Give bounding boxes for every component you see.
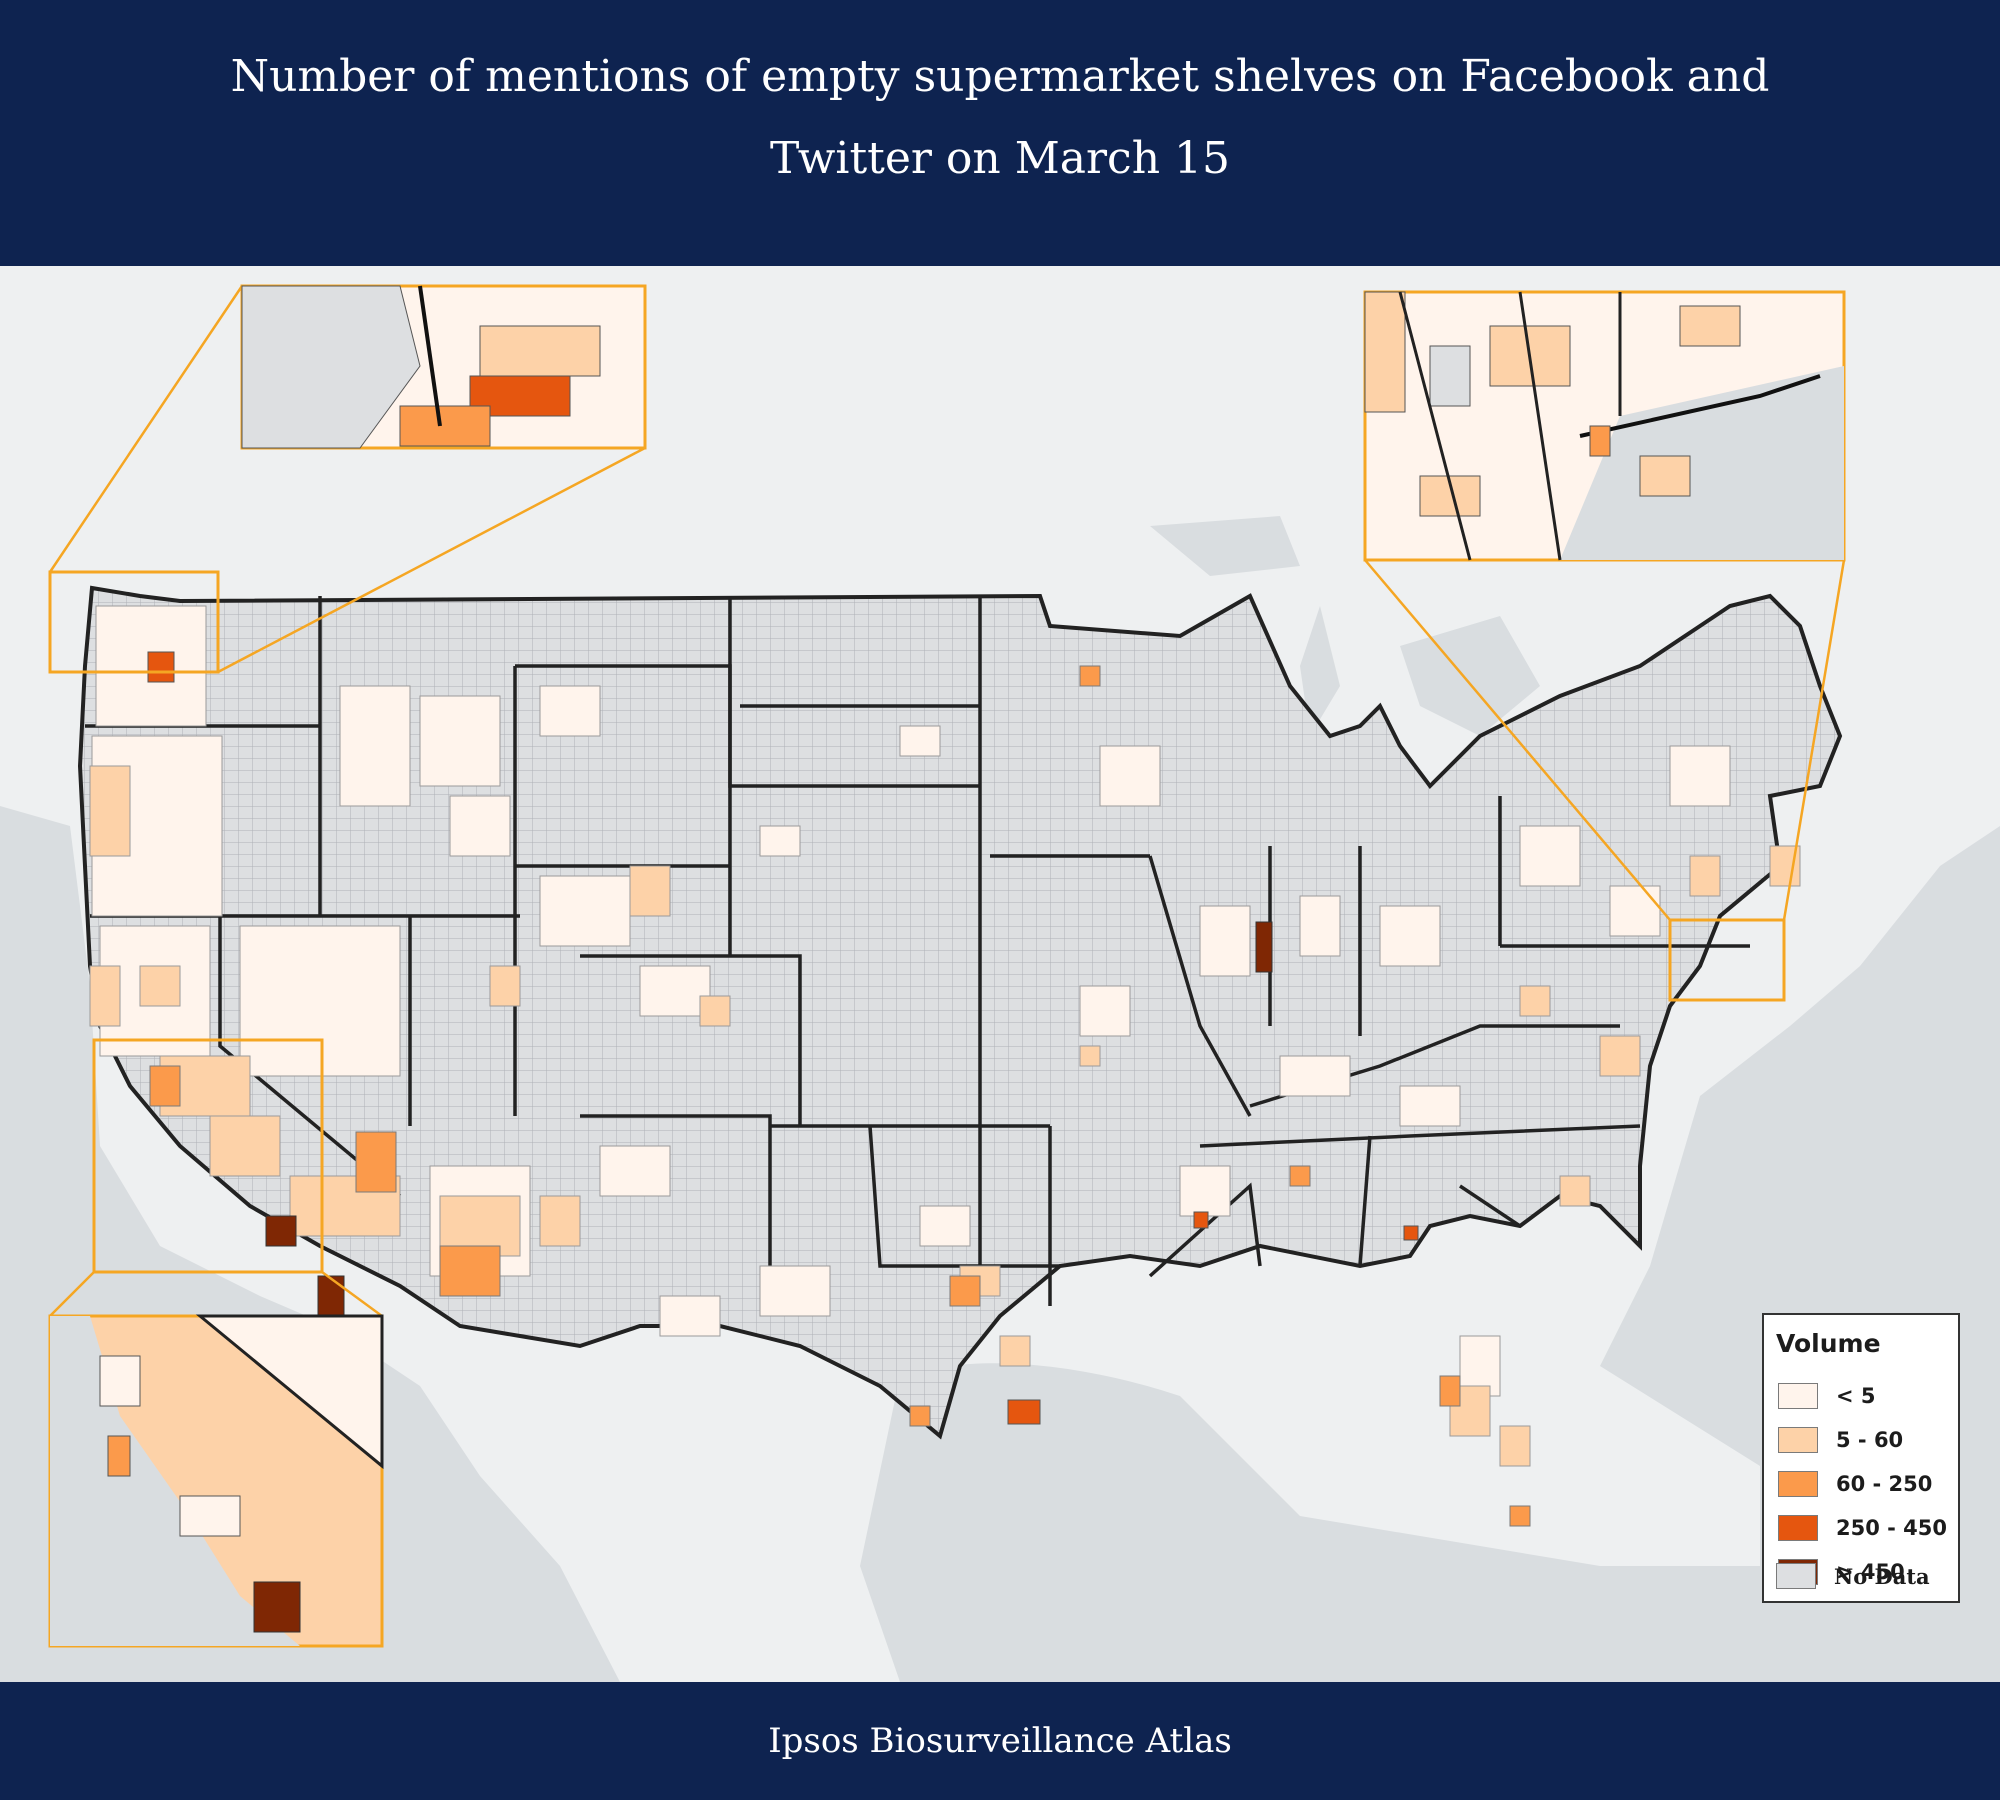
legend-title: Volume <box>1776 1329 1881 1358</box>
map-title: Number of mentions of empty supermarket … <box>230 51 1770 184</box>
legend-swatch <box>1778 1383 1818 1409</box>
legend-label: 60 - 250 <box>1836 1472 1933 1496</box>
legend-item: < 5 <box>1778 1381 1876 1411</box>
map-legend: Volume < 5 5 - 60 60 - 250 250 - 450 > 4… <box>1762 1313 1960 1603</box>
legend-swatch <box>1776 1563 1816 1589</box>
legend-label: < 5 <box>1836 1384 1876 1408</box>
legend-item: 250 - 450 <box>1778 1513 1947 1543</box>
counties-gt450 <box>265 921 1273 1317</box>
counties-lt5 <box>91 605 1731 1397</box>
header-banner: Number of mentions of empty supermarket … <box>0 0 2000 266</box>
choropleth-map <box>0 284 2000 1682</box>
legend-swatch <box>1778 1427 1818 1453</box>
northeast-inset <box>1363 290 1846 1002</box>
legend-item: 60 - 250 <box>1778 1469 1932 1499</box>
great-lakes <box>1150 516 1680 796</box>
legend-item: No Data <box>1776 1561 1930 1591</box>
legend-label: > 450 <box>1836 1560 1905 1584</box>
footer-banner: Ipsos Biosurveillance Atlas <box>0 1682 2000 1800</box>
washington-inset <box>48 284 647 674</box>
legend-swatch <box>1778 1515 1818 1541</box>
legend-swatch <box>1778 1471 1818 1497</box>
legend-label: 5 - 60 <box>1836 1428 1904 1452</box>
legend-label: No Data <box>1834 1563 1930 1589</box>
counties-250-450 <box>147 651 1419 1425</box>
counties-60-250 <box>149 665 1531 1527</box>
legend-item: 5 - 60 <box>1778 1425 1903 1455</box>
map-area: Volume < 5 5 - 60 60 - 250 250 - 450 > 4… <box>0 266 2000 1682</box>
source-credit: Ipsos Biosurveillance Atlas <box>768 1721 1232 1761</box>
gulf-of-mexico <box>860 1363 1760 1682</box>
california-inset <box>48 1038 384 1648</box>
legend-label: 250 - 450 <box>1836 1516 1948 1540</box>
